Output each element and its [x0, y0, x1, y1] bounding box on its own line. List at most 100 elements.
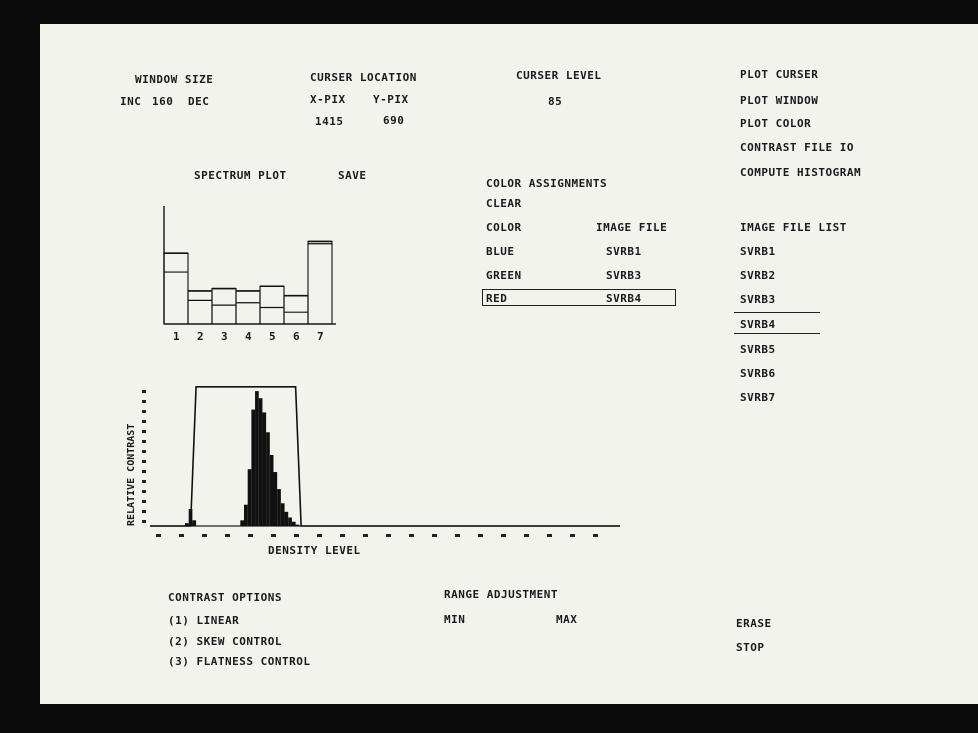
histogram-bar	[273, 472, 278, 526]
image-file-column-header: IMAGE FILE	[596, 221, 668, 234]
spectrum-tick-label: 1	[173, 330, 180, 343]
range-adjustment-title: RANGE ADJUSTMENT	[444, 588, 558, 601]
y-axis-tick	[142, 460, 146, 463]
image-file-list-title: IMAGE FILE LIST	[740, 221, 847, 234]
color-assignments-title: COLOR ASSIGNMENTS	[486, 177, 608, 190]
x-axis-tick	[317, 534, 322, 537]
erase-button[interactable]: ERASE	[736, 617, 772, 630]
histogram-bar	[251, 409, 256, 526]
cursor-location-label: CURSER LOCATION	[310, 71, 417, 84]
spectrum-bar	[211, 287, 237, 325]
save-button[interactable]: SAVE	[338, 169, 367, 182]
x-axis-tick	[478, 534, 483, 537]
range-max-control[interactable]: MAX	[556, 613, 578, 626]
histogram-bar	[255, 391, 259, 526]
image-file-svrb6[interactable]: SVRB6	[740, 367, 776, 380]
density-histogram-chart[interactable]: DENSITY LEVEL RELATIVE CONTRAST	[120, 376, 620, 556]
y-axis-tick	[142, 470, 146, 473]
color-row-red-file: SVRB4	[606, 292, 642, 305]
plot-window-button[interactable]: PLOT WINDOW	[740, 94, 819, 107]
x-axis-tick	[179, 534, 184, 537]
range-min-control[interactable]: MIN	[444, 613, 466, 626]
histogram-bar	[288, 517, 292, 526]
x-axis-tick	[202, 534, 207, 537]
y-axis-tick	[142, 430, 146, 433]
spectrum-bar	[163, 252, 189, 325]
y-axis-tick	[142, 420, 146, 423]
x-axis-tick	[225, 534, 230, 537]
spectrum-tick-label: 6	[293, 330, 300, 343]
contrast-curve	[150, 386, 620, 527]
color-row-blue-file: SVRB1	[606, 245, 642, 258]
x-pix-value: 1415	[315, 115, 344, 128]
spectrum-tick-label: 7	[317, 330, 324, 343]
x-axis-tick	[524, 534, 529, 537]
screen: WINDOW SIZE INC 160 DEC CURSER LOCATION …	[40, 24, 978, 704]
x-axis-tick	[432, 534, 437, 537]
histogram-x-label: DENSITY LEVEL	[268, 544, 361, 556]
clear-button[interactable]: CLEAR	[486, 197, 522, 210]
spectrum-tick-label: 3	[221, 330, 228, 343]
stop-button[interactable]: STOP	[736, 641, 765, 654]
spectrum-bar	[307, 240, 333, 325]
cursor-level-value: 85	[548, 95, 563, 108]
x-axis-tick	[386, 534, 391, 537]
x-axis-tick	[248, 534, 253, 537]
histogram-bar	[262, 412, 267, 526]
histogram-bar	[192, 520, 197, 526]
x-axis-tick	[547, 534, 552, 537]
histogram-bar	[284, 511, 289, 526]
histogram-bar	[247, 469, 252, 526]
color-row-green-file: SVRB3	[606, 269, 642, 282]
contrast-option-skew[interactable]: (2) SKEW CONTROL	[168, 635, 282, 648]
y-axis-tick	[142, 510, 146, 513]
x-pix-label: X-PIX	[310, 93, 346, 106]
window-size-value: 160	[152, 95, 174, 108]
y-axis-tick	[142, 410, 146, 413]
contrast-option-flatness[interactable]: (3) FLATNESS CONTROL	[168, 655, 311, 668]
x-axis-tick	[363, 534, 368, 537]
spectrum-bar	[259, 285, 285, 325]
histogram-bar	[240, 520, 244, 526]
window-size-dec-button[interactable]: DEC	[188, 95, 210, 108]
histogram-bar	[277, 489, 281, 526]
x-axis-tick	[409, 534, 414, 537]
histogram-bar	[266, 432, 270, 526]
image-file-svrb3[interactable]: SVRB3	[740, 293, 776, 306]
color-row-blue[interactable]: BLUE	[486, 245, 515, 258]
spectrum-tick-label: 4	[245, 330, 252, 343]
contrast-option-linear[interactable]: (1) LINEAR	[168, 614, 240, 627]
y-axis-tick	[142, 450, 146, 453]
x-axis-tick	[271, 534, 276, 537]
selected-color-row-box[interactable]	[482, 289, 676, 306]
y-axis-tick	[142, 490, 146, 493]
plot-cursor-button[interactable]: PLOT CURSER	[740, 68, 819, 81]
window-size-inc-button[interactable]: INC	[120, 95, 142, 108]
x-axis-tick	[340, 534, 345, 537]
spectrum-bar	[283, 295, 309, 325]
contrast-options-title: CONTRAST OPTIONS	[168, 591, 282, 604]
y-pix-value: 690	[383, 114, 405, 127]
x-axis-tick	[593, 534, 598, 537]
y-axis-tick	[142, 390, 146, 393]
image-file-svrb7[interactable]: SVRB7	[740, 391, 776, 404]
image-file-svrb1[interactable]: SVRB1	[740, 245, 776, 258]
contrast-file-io-button[interactable]: CONTRAST FILE IO	[740, 141, 854, 154]
y-axis-tick	[142, 500, 146, 503]
color-row-green[interactable]: GREEN	[486, 269, 522, 282]
x-axis-tick	[455, 534, 460, 537]
window-size-label: WINDOW SIZE	[135, 73, 214, 86]
histogram-bar	[244, 504, 248, 526]
image-file-svrb4[interactable]: SVRB4	[740, 318, 776, 331]
histogram-y-label: RELATIVE CONTRAST	[126, 424, 137, 526]
histogram-bar	[185, 523, 189, 526]
compute-histogram-button[interactable]: COMPUTE HISTOGRAM	[740, 166, 862, 179]
color-row-red[interactable]: RED	[486, 292, 508, 305]
plot-color-button[interactable]: PLOT COLOR	[740, 117, 812, 130]
x-axis-tick	[156, 534, 161, 537]
color-column-header: COLOR	[486, 221, 522, 234]
image-file-svrb2[interactable]: SVRB2	[740, 269, 776, 282]
spectrum-plot-chart[interactable]: 1 2 3 4 5 6 7	[150, 202, 350, 352]
spectrum-plot-title: SPECTRUM PLOT	[194, 169, 287, 182]
image-file-svrb5[interactable]: SVRB5	[740, 343, 776, 356]
